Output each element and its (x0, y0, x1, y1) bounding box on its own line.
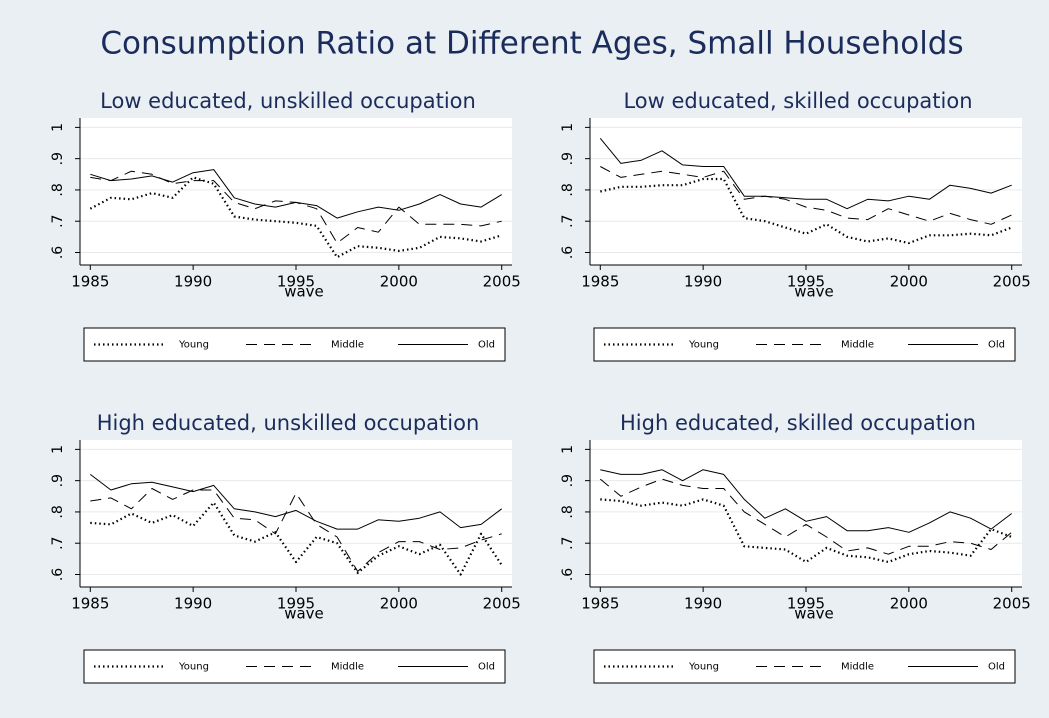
y-tick-label: .8 (560, 505, 576, 518)
y-tick-label: 1 (50, 123, 66, 132)
x-tick-label: 1995 (787, 595, 825, 613)
x-tick-label: 2005 (483, 595, 521, 613)
x-tick-label: 1985 (71, 273, 109, 291)
y-tick-label: 1 (560, 445, 576, 454)
x-axis-label: wave (794, 283, 834, 301)
y-tick-label: .9 (50, 152, 66, 165)
legend-label: Old (988, 340, 1005, 351)
series-line (89, 176, 503, 259)
legend-label: Middle (331, 662, 364, 673)
x-tick-label: 2005 (993, 595, 1031, 613)
y-tick-label: .7 (560, 215, 576, 228)
y-tick-label: 1 (560, 123, 576, 132)
x-tick-label: 1985 (581, 595, 619, 613)
panel-title: High educated, unskilled occupation (97, 411, 480, 435)
y-tick-label: .6 (50, 246, 66, 259)
y-tick-label: .7 (50, 537, 66, 550)
y-tick-label: .6 (560, 568, 576, 581)
panel-title: High educated, skilled occupation (620, 411, 976, 435)
x-tick-label: 2000 (380, 273, 418, 291)
y-tick-label: .7 (50, 215, 66, 228)
panel-title: Low educated, skilled occupation (623, 89, 972, 113)
series-line (600, 177, 1013, 245)
panel-title: Low educated, unskilled occupation (100, 89, 476, 113)
y-tick-label: .9 (50, 474, 66, 487)
x-tick-label: 1985 (581, 273, 619, 291)
x-tick-label: 1990 (174, 595, 212, 613)
plot-area (80, 118, 512, 265)
legend-label: Young (178, 662, 209, 673)
x-axis-label: wave (284, 605, 324, 623)
legend-label: Young (178, 340, 209, 351)
plot-area (590, 440, 1022, 587)
y-tick-label: .9 (560, 474, 576, 487)
x-tick-label: 2000 (890, 595, 928, 613)
series-line (600, 469, 1013, 533)
x-tick-label: 1990 (684, 595, 722, 613)
series-line (90, 169, 502, 219)
y-tick-label: .6 (560, 246, 576, 259)
y-tick-label: .8 (50, 183, 66, 196)
y-tick-label: .9 (560, 152, 576, 165)
legend-label: Middle (331, 340, 364, 351)
series-line (89, 474, 503, 530)
x-tick-label: 1995 (277, 273, 315, 291)
y-tick-label: .7 (560, 537, 576, 550)
x-tick-label: 2005 (993, 273, 1031, 291)
legend-label: Old (988, 662, 1005, 673)
series-line (90, 488, 502, 572)
legend-label: Middle (841, 340, 874, 351)
legend-label: Young (688, 340, 719, 351)
legend-label: Young (688, 662, 719, 673)
x-tick-label: 2005 (483, 273, 521, 291)
plot-area (80, 440, 512, 587)
y-tick-label: 1 (50, 445, 66, 454)
legend-label: Old (478, 340, 495, 351)
x-axis-label: wave (284, 283, 324, 301)
main-title: Consumption Ratio at Different Ages, Sma… (100, 26, 963, 62)
x-tick-label: 1990 (684, 273, 722, 291)
y-tick-label: .6 (50, 568, 66, 581)
x-tick-label: 2000 (890, 273, 928, 291)
series-line (599, 478, 1013, 555)
x-tick-label: 2000 (380, 595, 418, 613)
x-axis-label: wave (794, 605, 834, 623)
legend-label: Middle (841, 662, 874, 673)
x-tick-label: 1995 (787, 273, 825, 291)
y-tick-label: .8 (560, 183, 576, 196)
series-line (600, 166, 1012, 225)
legend-label: Old (478, 662, 495, 673)
x-tick-label: 1990 (174, 273, 212, 291)
series-line (599, 137, 1012, 210)
y-tick-label: .8 (50, 505, 66, 518)
x-tick-label: 1995 (277, 595, 315, 613)
series-line (90, 501, 503, 576)
plot-area (590, 118, 1022, 265)
x-tick-label: 1985 (71, 595, 109, 613)
